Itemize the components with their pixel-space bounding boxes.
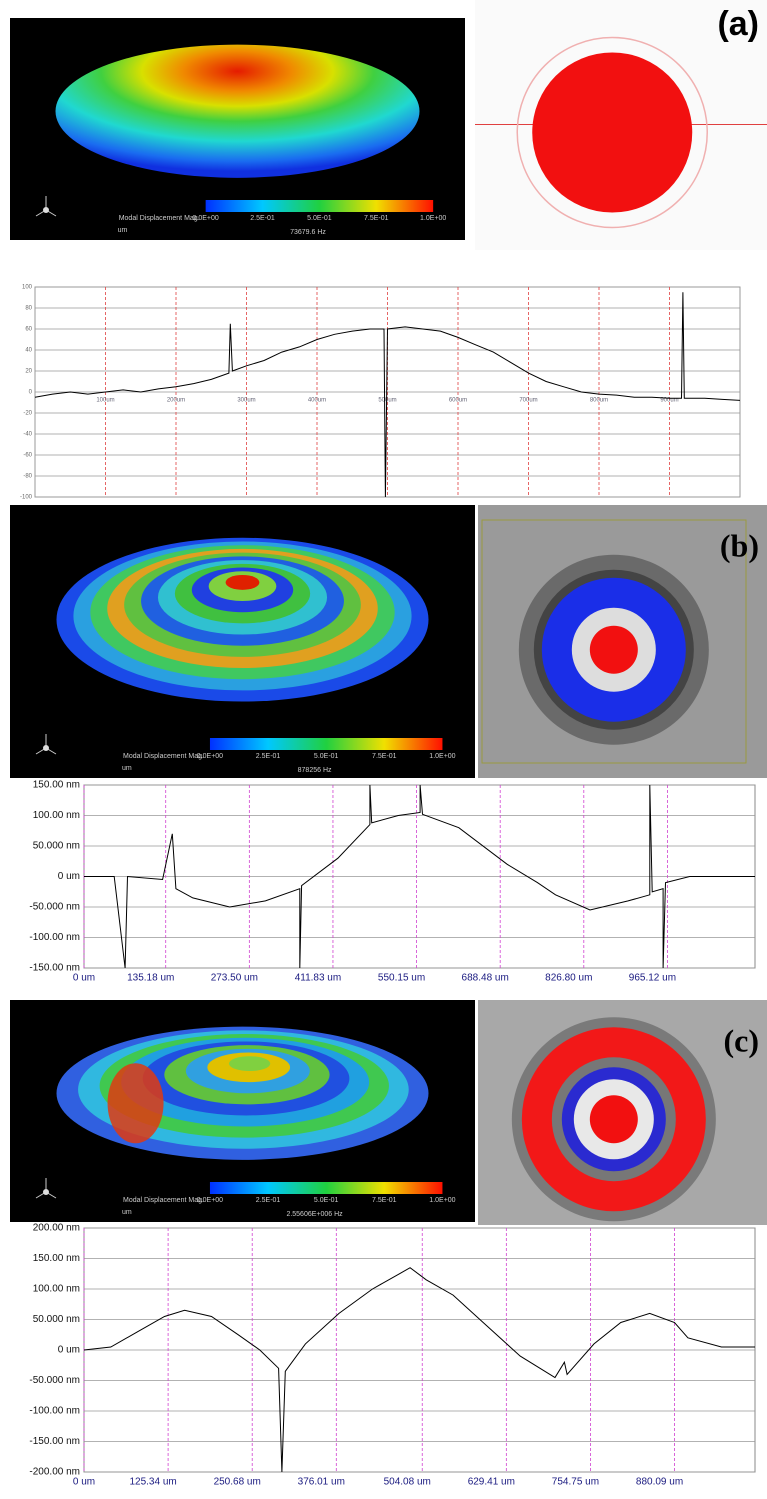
x-tick-label: 250.68 um bbox=[214, 1477, 261, 1488]
y-tick-label: 60 bbox=[25, 327, 32, 333]
colorbar bbox=[209, 738, 443, 750]
x-tick-label: 700um bbox=[519, 398, 537, 404]
colorbar-tick-label: 0.0E+00 bbox=[197, 753, 223, 760]
x-tick-label: 504.08 um bbox=[384, 1477, 431, 1488]
colorbar-tick-label: 2.5E-01 bbox=[256, 1197, 281, 1204]
x-tick-label: 629.41 um bbox=[468, 1477, 515, 1488]
x-tick-label: 135.18 um bbox=[127, 973, 174, 984]
x-tick-label: 500um bbox=[378, 398, 396, 404]
profile-line bbox=[83, 1267, 755, 1473]
y-tick-label: -100 bbox=[20, 495, 33, 501]
x-tick-label: 600um bbox=[449, 398, 467, 404]
profile-line bbox=[84, 784, 755, 969]
ldv-spot bbox=[589, 625, 638, 674]
y-tick-label: 100.00 nm bbox=[33, 1284, 80, 1295]
colorbar-tick-label: 1.0E+00 bbox=[429, 753, 455, 760]
colorbar-tick-label: 7.5E-01 bbox=[372, 1197, 397, 1204]
y-tick-label: -150.00 nm bbox=[29, 963, 80, 974]
y-tick-label: 50.000 nm bbox=[33, 1314, 80, 1325]
triad-origin bbox=[43, 207, 49, 213]
colorbar-tick-label: 5.0E-01 bbox=[314, 753, 339, 760]
colorbar-tick-label: 1.0E+00 bbox=[420, 215, 446, 222]
legend-title: Modal Displacement Mag. bbox=[119, 215, 200, 222]
panel-label: (a) bbox=[717, 5, 759, 43]
colorbar-tick-label: 2.5E-01 bbox=[250, 215, 275, 222]
y-tick-label: -20 bbox=[23, 411, 32, 417]
y-tick-label: 0 bbox=[29, 390, 33, 396]
x-tick-label: 125.34 um bbox=[129, 1477, 176, 1488]
y-tick-label: 150.00 nm bbox=[33, 1253, 80, 1264]
y-tick-label: -100.00 nm bbox=[29, 1406, 80, 1417]
sim-lobe bbox=[107, 1063, 164, 1144]
colorbar bbox=[205, 200, 434, 212]
y-tick-label: 40 bbox=[25, 348, 32, 354]
colorbar-tick-label: 7.5E-01 bbox=[364, 215, 389, 222]
y-tick-label: -80 bbox=[23, 474, 32, 480]
legend-title: Modal Displacement Mag. bbox=[123, 1197, 204, 1204]
y-tick-label: -50.000 nm bbox=[29, 1375, 80, 1386]
y-tick-label: 100 bbox=[22, 285, 33, 291]
x-tick-label: 800um bbox=[590, 398, 608, 404]
y-tick-label: 80 bbox=[25, 306, 32, 312]
x-tick-label: 273.50 um bbox=[211, 973, 258, 984]
colorbar bbox=[209, 1182, 443, 1194]
colorbar-tick-label: 0.0E+00 bbox=[197, 1197, 223, 1204]
unit: um bbox=[118, 227, 128, 234]
x-tick-label: 411.83 um bbox=[295, 973, 342, 984]
frequency: 2.55606E+006 Hz bbox=[286, 1211, 343, 1218]
sim-ring bbox=[225, 574, 260, 590]
colorbar-tick-label: 1.0E+00 bbox=[429, 1197, 455, 1204]
y-tick-label: 0 um bbox=[58, 1345, 80, 1356]
y-tick-label: 50.000 nm bbox=[33, 841, 80, 852]
x-tick-label: 300um bbox=[237, 398, 255, 404]
x-tick-label: 0 um bbox=[73, 973, 95, 984]
y-tick-label: 0 um bbox=[58, 871, 80, 882]
x-tick-label: 550.15 um bbox=[378, 973, 425, 984]
colorbar-tick-label: 7.5E-01 bbox=[372, 753, 397, 760]
y-tick-label: -100.00 nm bbox=[29, 932, 80, 943]
y-tick-label: -60 bbox=[23, 453, 32, 459]
x-tick-label: 0 um bbox=[73, 1477, 95, 1488]
y-tick-label: -40 bbox=[23, 432, 32, 438]
y-tick-label: -200.00 nm bbox=[29, 1467, 80, 1478]
colorbar-tick-label: 2.5E-01 bbox=[256, 753, 281, 760]
colorbar-tick-label: 0.0E+00 bbox=[193, 215, 219, 222]
legend-title: Modal Displacement Mag. bbox=[123, 753, 204, 760]
ldv-ring bbox=[516, 36, 708, 229]
y-tick-label: 100.00 nm bbox=[33, 810, 80, 821]
colorbar-tick-label: 5.0E-01 bbox=[314, 1197, 339, 1204]
y-tick-label: -150.00 nm bbox=[29, 1436, 80, 1447]
x-tick-label: 880.09 um bbox=[636, 1477, 683, 1488]
frequency: 878256 Hz bbox=[298, 767, 332, 774]
y-tick-label: -50.000 nm bbox=[29, 902, 80, 913]
sim-ring bbox=[228, 1056, 271, 1072]
sim-shape bbox=[55, 44, 420, 178]
unit: um bbox=[122, 1209, 132, 1216]
x-tick-label: 400um bbox=[308, 398, 326, 404]
panel-label: (b) bbox=[720, 527, 759, 563]
x-tick-label: 200um bbox=[167, 398, 185, 404]
x-tick-label: 826.80 um bbox=[545, 973, 592, 984]
triad-origin bbox=[43, 745, 49, 751]
x-tick-label: 100um bbox=[96, 398, 114, 404]
x-tick-label: 688.48 um bbox=[462, 973, 509, 984]
x-tick-label: 900um bbox=[660, 398, 678, 404]
x-tick-label: 754.75 um bbox=[552, 1477, 599, 1488]
ldv-frame bbox=[481, 519, 747, 764]
ldv-spot bbox=[532, 52, 693, 213]
x-tick-label: 965.12 um bbox=[629, 973, 676, 984]
colorbar-tick-label: 5.0E-01 bbox=[307, 215, 332, 222]
x-tick-label: 376.01 um bbox=[298, 1477, 345, 1488]
profile-line bbox=[34, 292, 741, 498]
panel-label: (c) bbox=[723, 1022, 759, 1058]
frequency: 73679.6 Hz bbox=[290, 229, 326, 236]
triad-origin bbox=[43, 1189, 49, 1195]
y-tick-label: 20 bbox=[25, 369, 32, 375]
y-tick-label: 200.00 nm bbox=[33, 1223, 80, 1234]
ldv-spot bbox=[589, 1095, 638, 1144]
y-tick-label: 150.00 nm bbox=[33, 780, 80, 791]
unit: um bbox=[122, 765, 132, 772]
